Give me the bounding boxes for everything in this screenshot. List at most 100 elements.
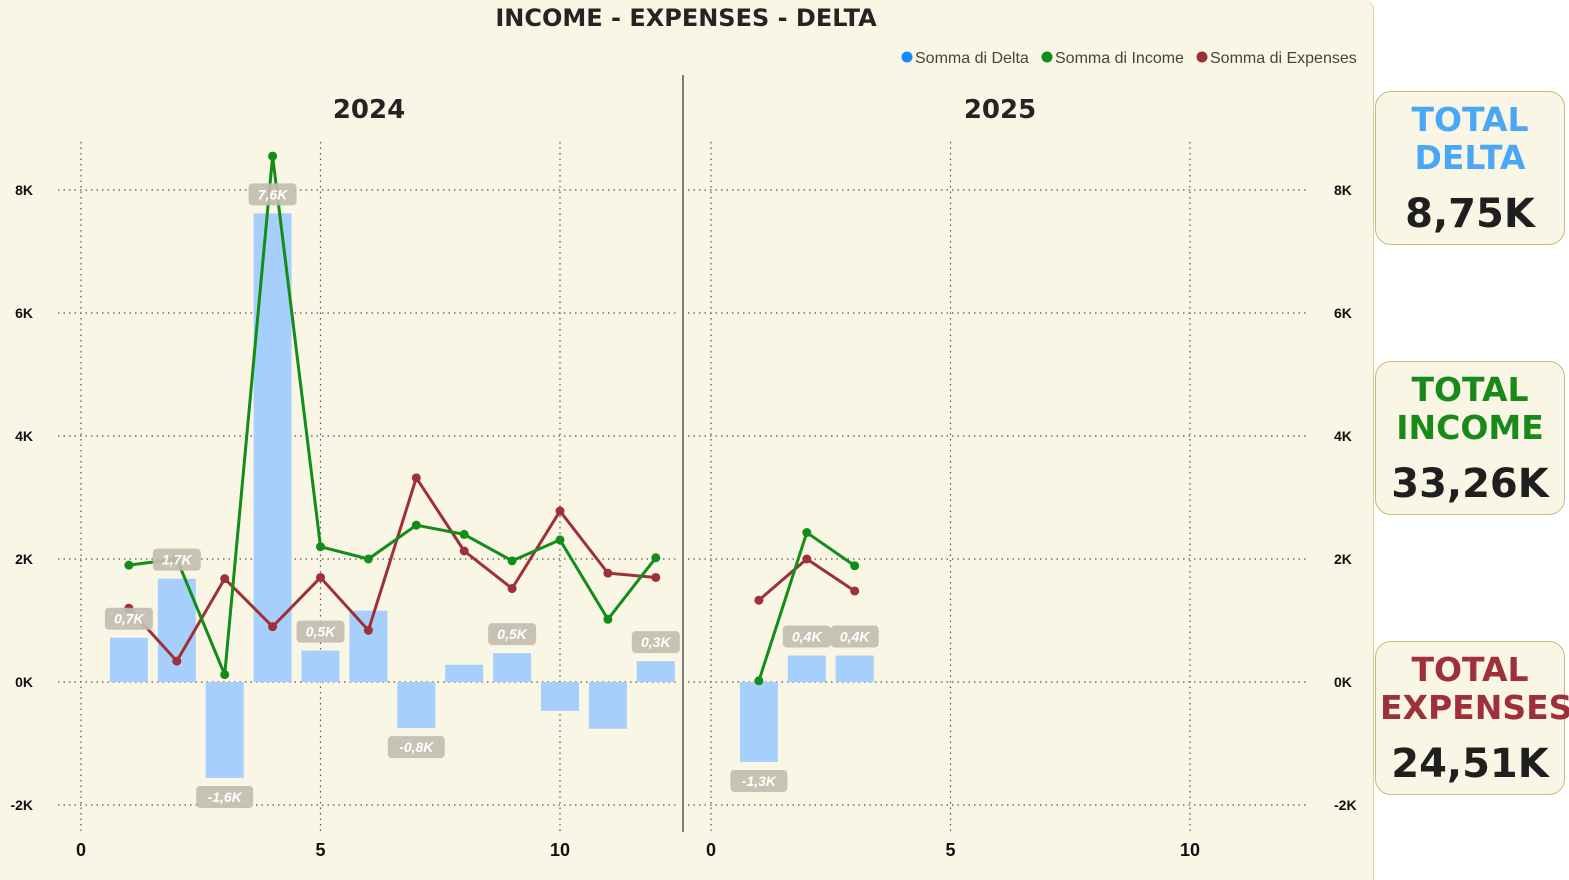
data-label-box	[830, 625, 879, 648]
income-point	[802, 528, 812, 538]
x-tick-label: 0	[706, 840, 716, 860]
expenses-point	[363, 625, 373, 635]
legend-marker-1	[1041, 51, 1053, 63]
total-delta-value: 8,75K	[1405, 191, 1535, 237]
y-tick-label-right: 8K	[1334, 182, 1352, 198]
data-label: 0,7K	[114, 611, 144, 627]
data-label-box	[387, 736, 445, 759]
delta-bar	[349, 610, 388, 682]
data-label-box	[248, 183, 297, 206]
legend-label-2: Somma di Expenses	[1210, 50, 1357, 67]
expenses-point	[316, 572, 325, 582]
x-tick-label: 5	[945, 840, 955, 860]
delta-bar	[445, 664, 484, 682]
data-label: 1,7K	[162, 552, 192, 568]
legend-label-0: Somma di Delta	[915, 50, 1029, 67]
delta-bar	[109, 637, 148, 682]
data-label: -0,8K	[399, 739, 434, 755]
data-label: -1,3K	[742, 773, 777, 789]
data-label-box	[782, 625, 831, 648]
expenses-point	[507, 584, 517, 594]
panel-title-2025: 2025	[964, 95, 1036, 125]
expenses-point	[459, 546, 469, 556]
total-delta-title: TOTAL DELTA	[1411, 100, 1529, 177]
expenses-point	[555, 506, 565, 516]
income-point	[124, 560, 134, 570]
delta-bar	[636, 661, 675, 682]
y-tick-label-left: 0K	[15, 674, 33, 690]
total-expenses-card: TOTAL EXPENSES 24,51K	[1375, 641, 1569, 795]
delta-bar	[397, 682, 436, 729]
delta-bar	[301, 650, 340, 682]
income-point	[603, 614, 613, 624]
y-tick-label-right: 0K	[1334, 674, 1352, 690]
x-tick-label: 0	[76, 840, 86, 860]
data-label-box	[296, 620, 345, 643]
data-label: 0,4K	[792, 629, 822, 645]
legend-marker-0	[901, 51, 913, 63]
income-point	[411, 520, 421, 530]
y-tick-label-left: 8K	[15, 182, 33, 198]
data-label-box	[631, 631, 680, 654]
income-point	[363, 554, 373, 564]
expenses-point	[802, 554, 812, 564]
expenses-point	[172, 656, 182, 666]
data-label: 0,3K	[641, 634, 671, 650]
y-tick-label-left: 4K	[15, 428, 33, 444]
legend-label-1: Somma di Income	[1055, 50, 1184, 67]
income-point	[220, 670, 230, 680]
chart-title: INCOME - EXPENSES - DELTA	[495, 4, 877, 32]
income-point	[268, 151, 278, 161]
expenses-point	[220, 574, 230, 584]
data-label-box	[152, 548, 201, 571]
y-tick-label-left: 2K	[15, 551, 33, 567]
expenses-point	[850, 586, 860, 596]
delta-bar	[588, 682, 627, 729]
total-income-card: TOTAL INCOME 33,26K	[1375, 361, 1565, 515]
data-label: 0,5K	[306, 624, 336, 640]
income-point	[850, 561, 860, 571]
y-tick-label-left: 6K	[15, 305, 33, 321]
income-point	[507, 556, 517, 566]
income-line	[128, 154, 657, 677]
total-income-value: 33,26K	[1391, 461, 1549, 507]
data-label: 7,6K	[258, 186, 288, 202]
total-delta-card: TOTAL DELTA 8,75K	[1375, 91, 1565, 245]
x-tick-label: 10	[1180, 840, 1200, 860]
delta-bar	[541, 682, 579, 711]
legend-marker-2	[1196, 51, 1208, 63]
combo-chart: INCOME - EXPENSES - DELTA Somma di Delta S…	[10, 4, 1357, 860]
income-point	[754, 676, 764, 686]
total-expenses-title: TOTAL EXPENSES	[1380, 650, 1569, 727]
delta-bar	[787, 655, 826, 682]
income-point	[651, 553, 661, 563]
expenses-point	[754, 595, 764, 605]
y-tick-label-right: 6K	[1334, 305, 1352, 321]
expenses-point	[268, 622, 278, 632]
data-label-box	[196, 785, 254, 808]
data-label: 0,5K	[497, 626, 527, 642]
income-point	[555, 535, 565, 545]
expenses-line	[127, 476, 656, 663]
expenses-point	[603, 568, 613, 578]
total-expenses-value: 24,51K	[1391, 741, 1549, 787]
delta-bar	[739, 682, 778, 762]
chart-panel: INCOME - EXPENSES - DELTA Somma di Delta S…	[0, 0, 1374, 880]
expenses-line	[757, 557, 856, 602]
data-label: -1,6K	[208, 789, 243, 805]
delta-bar	[493, 653, 532, 682]
x-tick-label: 5	[315, 840, 325, 860]
total-income-title: TOTAL INCOME	[1396, 370, 1544, 447]
data-label: 0,4K	[840, 629, 870, 645]
income-point	[316, 542, 325, 552]
expenses-point	[651, 572, 661, 582]
data-label-box	[104, 607, 153, 630]
data-label-box	[488, 623, 537, 646]
y-tick-label-right: -2K	[1334, 797, 1357, 813]
data-label-box	[730, 769, 788, 792]
delta-bar	[835, 655, 874, 682]
y-tick-label-left: -2K	[10, 797, 33, 813]
x-tick-label: 10	[550, 840, 570, 860]
panel-title-2024: 2024	[333, 95, 405, 125]
y-tick-label-right: 2K	[1334, 551, 1352, 567]
